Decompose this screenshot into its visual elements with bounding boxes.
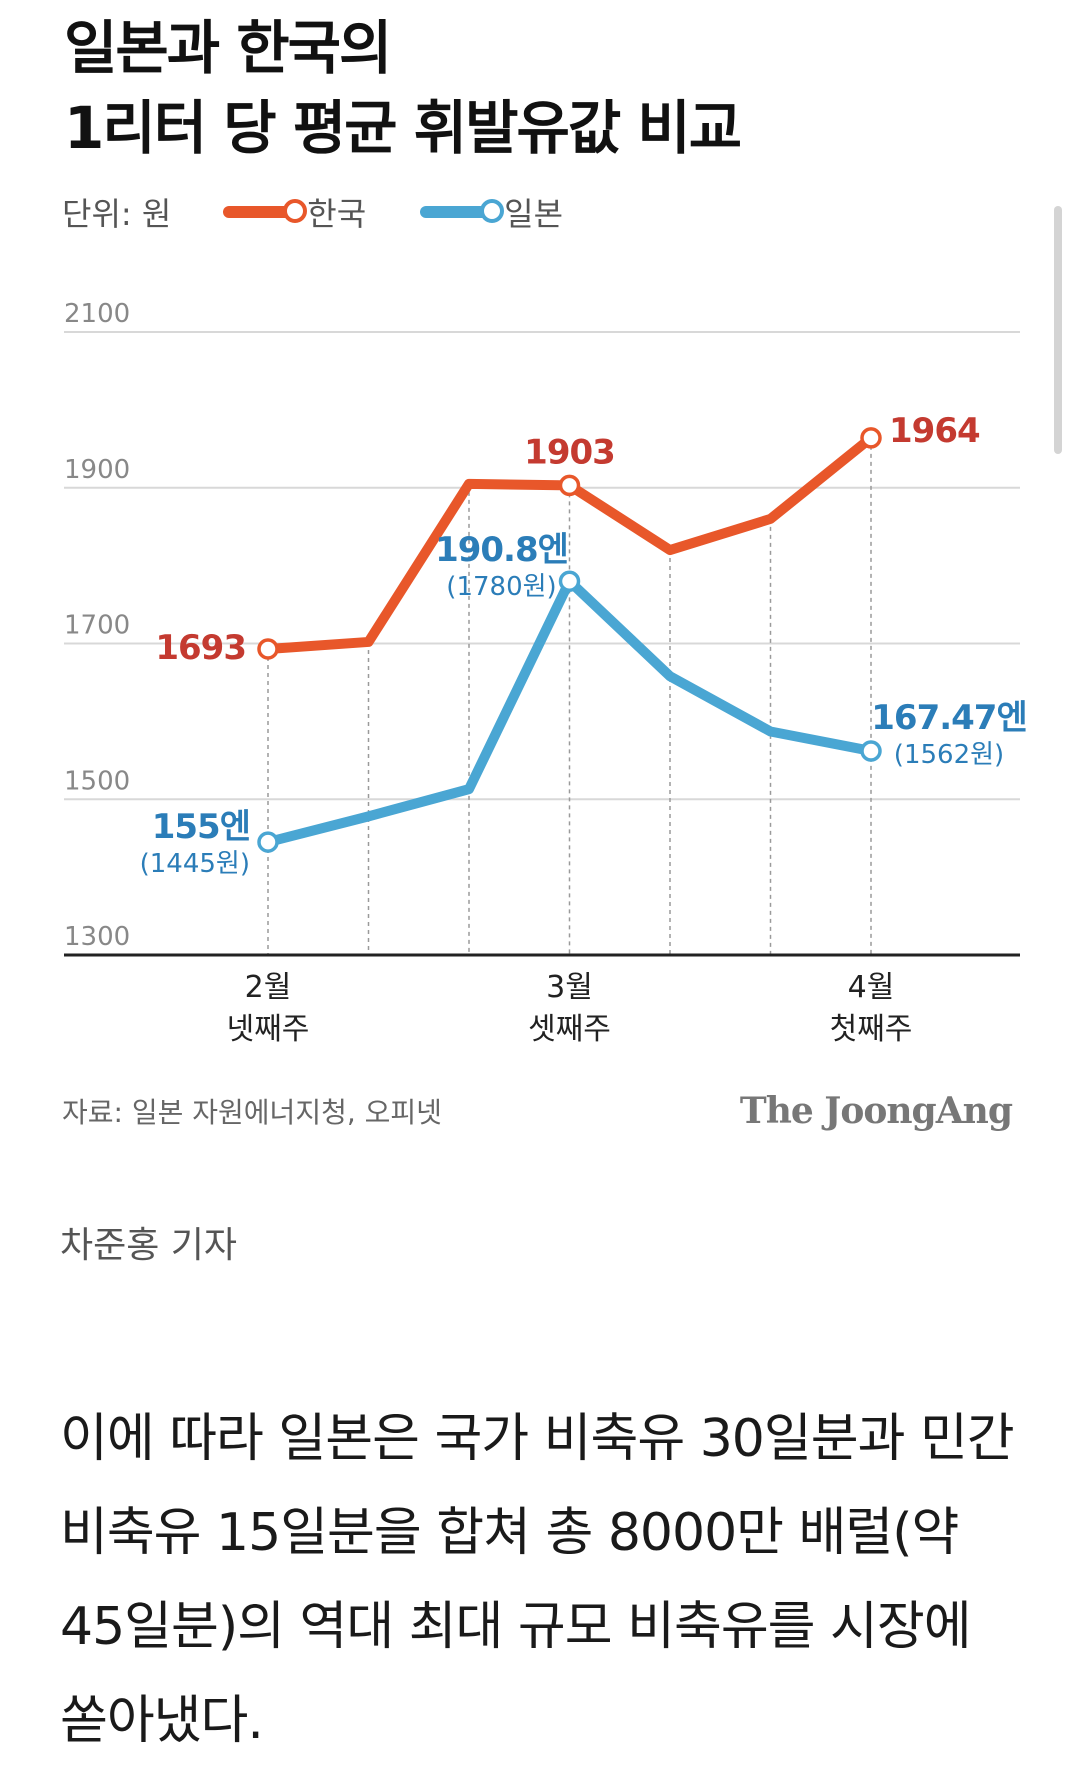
chart-title: 일본과 한국의 1리터 당 평균 휘발유값 비교 [64,8,742,168]
japan-point-marker [860,740,882,762]
x-tick-label: 3월 [546,970,593,1005]
x-tick-label: 4월 [848,970,895,1005]
brand-logo: The JoongAng [739,1090,1013,1132]
legend-label-japan: 일본 [504,195,564,233]
y-tick-label: 2100 [64,299,130,329]
x-tick-label: 넷째주 [227,1012,310,1047]
korea-data-label: 1693 [155,628,246,668]
article-body: 이에 따라 일본은 국가 비축유 30일분과 민간 비축유 15일분을 합쳐 총… [60,1392,1020,1768]
x-tick-label: 첫째주 [830,1012,913,1047]
japan-data-label: 190.8엔 [435,530,568,570]
japan-data-sublabel: (1445원) [140,849,250,879]
japan-point-marker [558,570,581,592]
korea-point-marker [257,638,279,660]
japan-data-label: 167.47엔 [871,698,1026,738]
title-line-1: 일본과 한국의 [64,14,392,82]
x-tick-label: 2월 [245,970,292,1005]
japan-data-sublabel: (1780원) [446,572,556,602]
korea-point-marker [860,427,882,449]
article-line: 45일분)의 역대 최대 규모 비축유를 시장에 [60,1597,972,1657]
legend-label-korea: 한국 [307,195,367,233]
article-line: 비축유 15일분을 합쳐 총 8000만 배럴(약 [60,1503,959,1563]
x-tick-label: 셋째주 [528,1012,611,1047]
source-note: 자료: 일본 자원에너지청, 오피넷 [62,1096,442,1129]
title-line-2: 1리터 당 평균 휘발유값 비교 [64,94,742,162]
legend: 단위: 원 한국 일본 [62,188,617,236]
japan-line-icon [420,199,505,223]
legend-item-japan: 일본 [420,189,563,235]
japan-point-marker [257,831,279,853]
y-tick-label: 1500 [64,766,130,796]
legend-item-korea: 한국 [223,189,366,235]
y-tick-label: 1300 [64,922,130,952]
chart-footer: 자료: 일본 자원에너지청, 오피넷 The JoongAng [62,1090,1013,1132]
y-tick-label: 1900 [64,455,130,485]
y-tick-label: 1700 [64,611,130,641]
korea-point-marker [558,474,581,497]
unit-label: 단위: 원 [62,195,172,233]
scrollbar[interactable] [1054,206,1062,454]
article-line: 쏟아냈다. [60,1691,264,1751]
korea-data-label: 1903 [524,432,615,472]
korea-data-label: 1964 [889,411,980,451]
japan-data-sublabel: (1562원) [894,740,1004,770]
article-line: 이에 따라 일본은 국가 비축유 30일분과 민간 [60,1409,1015,1469]
reporter-byline: 차준홍 기자 [60,1225,238,1266]
japan-data-label: 155엔 [152,807,250,847]
korea-line-icon [223,199,308,223]
